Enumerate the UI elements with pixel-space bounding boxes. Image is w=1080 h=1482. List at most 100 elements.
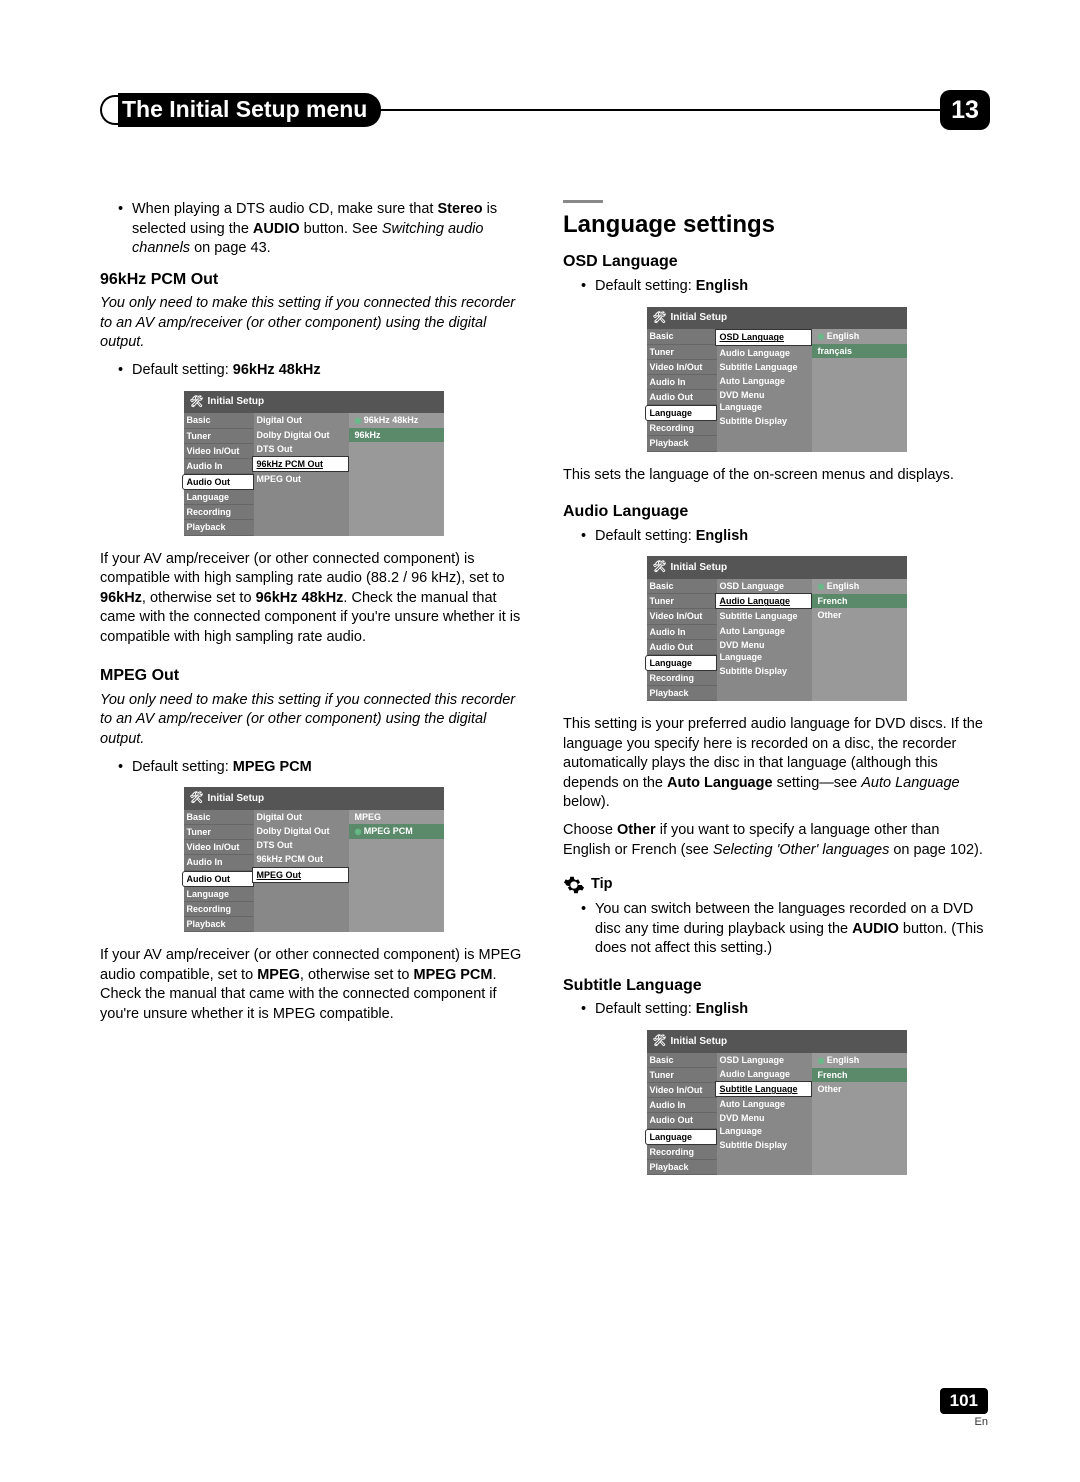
tip-header: Tip	[563, 874, 990, 896]
menu-items: Digital Out Dolby Digital Out DTS Out 96…	[254, 413, 349, 535]
menu-sidebar: Basic Tuner Video In/Out Audio In Audio …	[647, 1053, 717, 1175]
heading-language-settings: Language settings	[563, 209, 990, 241]
option: Other	[812, 1082, 907, 1096]
menu-sidebar: Basic Tuner Video In/Out Audio In Audio …	[647, 329, 717, 451]
sidebar-item: Basic	[647, 1053, 717, 1068]
text-italic: Auto Language	[861, 775, 959, 791]
menu-osd: 🛠Initial Setup Basic Tuner Video In/Out …	[647, 307, 907, 452]
sidebar-item: Basic	[184, 810, 254, 825]
menu-title: Initial Setup	[207, 792, 264, 806]
menu-item-selected: OSD Language	[715, 329, 812, 345]
menu-96khz: 🛠Initial Setup Basic Tuner Video In/Out …	[184, 391, 444, 536]
text: If your AV amp/receiver (or other connec…	[100, 551, 505, 587]
after-96khz: If your AV amp/receiver (or other connec…	[100, 550, 527, 648]
sidebar-item: Playback	[184, 917, 254, 932]
text: Default setting:	[595, 528, 696, 544]
menu-item: Subtitle Display	[717, 414, 812, 428]
sidebar-item: Basic	[184, 413, 254, 428]
text: , otherwise set to	[300, 967, 414, 983]
menu-items: OSD Language Audio Language Subtitle Lan…	[717, 329, 812, 451]
sidebar-item: Language	[184, 490, 254, 505]
page-language: En	[940, 1416, 988, 1428]
default-mpeg: Default setting: MPEG PCM	[100, 758, 527, 778]
text: When playing a DTS audio CD, make sure t…	[132, 201, 437, 217]
option: Other	[812, 608, 907, 622]
menu-item-selected: Audio Language	[715, 593, 812, 609]
sidebar-item: Video In/Out	[647, 1083, 717, 1098]
text: Default setting:	[132, 759, 233, 775]
sidebar-item: Audio In	[647, 1098, 717, 1113]
text-bold: 96kHz	[100, 590, 142, 606]
tip-label: Tip	[591, 875, 612, 895]
menu-item: DVD Menu Language	[717, 1111, 812, 1137]
sidebar-item: Video In/Out	[647, 360, 717, 375]
menu-item: Subtitle Display	[717, 664, 812, 678]
chapter-header: The Initial Setup menu 13	[100, 90, 990, 130]
menu-item: DVD Menu Language	[717, 388, 812, 414]
sidebar-item: Audio In	[647, 375, 717, 390]
menu-options: English French Other	[812, 579, 907, 701]
text-italic: Selecting 'Other' languages	[713, 842, 889, 858]
text-bold: English	[696, 528, 748, 544]
option-selected: 96kHz 48kHz	[349, 413, 444, 428]
menu-header: 🛠Initial Setup	[647, 556, 907, 579]
heading-subtitle-lang: Subtitle Language	[563, 975, 990, 997]
menu-header: 🛠Initial Setup	[184, 391, 444, 414]
option-selected: English	[812, 579, 907, 594]
text-bold: 96kHz 48kHz	[256, 590, 344, 606]
sidebar-item-selected: Audio Out	[182, 474, 254, 490]
note-96khz: You only need to make this setting if yo…	[100, 294, 527, 353]
menu-audio-lang: 🛠Initial Setup Basic Tuner Video In/Out …	[647, 556, 907, 701]
option-highlight: French	[812, 1068, 907, 1082]
text-bold: English	[696, 278, 748, 294]
menu-item-selected: MPEG Out	[252, 867, 349, 883]
menu-items: Digital Out Dolby Digital Out DTS Out 96…	[254, 810, 349, 932]
menu-options: 96kHz 48kHz 96kHz	[349, 413, 444, 535]
default-96khz: Default setting: 96kHz 48kHz	[100, 361, 527, 381]
menu-header: 🛠Initial Setup	[647, 307, 907, 330]
sidebar-item: Audio Out	[647, 390, 717, 405]
menu-item: Digital Out	[254, 810, 349, 824]
menu-item: Digital Out	[254, 413, 349, 427]
menu-options: English français	[812, 329, 907, 451]
menu-items: OSD Language Audio Language Subtitle Lan…	[717, 579, 812, 701]
sidebar-item: Playback	[647, 436, 717, 451]
sidebar-item: Audio In	[184, 855, 254, 870]
sidebar-item: Tuner	[647, 1068, 717, 1083]
gear-icon	[563, 874, 585, 896]
text: on page 102).	[889, 842, 983, 858]
sidebar-item: Video In/Out	[184, 840, 254, 855]
menu-item: Auto Language	[717, 374, 812, 388]
sidebar-item: Tuner	[647, 594, 717, 609]
heading-96khz: 96kHz PCM Out	[100, 269, 527, 291]
option-highlight: français	[812, 344, 907, 358]
menu-subtitle-lang: 🛠Initial Setup Basic Tuner Video In/Out …	[647, 1030, 907, 1175]
heading-osd: OSD Language	[563, 251, 990, 273]
sidebar-item: Basic	[647, 579, 717, 594]
text: Default setting:	[132, 362, 233, 378]
menu-item: Subtitle Language	[717, 609, 812, 623]
text-bold: Auto Language	[667, 775, 773, 791]
after-mpeg: If your AV amp/receiver (or other connec…	[100, 946, 527, 1024]
text: below).	[563, 794, 610, 810]
menu-item: 96kHz PCM Out	[254, 852, 349, 866]
sidebar-item: Recording	[184, 505, 254, 520]
option-selected: MPEG PCM	[349, 824, 444, 839]
menu-item-selected: Subtitle Language	[715, 1081, 812, 1097]
heading-audio-lang: Audio Language	[563, 501, 990, 523]
text: setting—see	[773, 775, 862, 791]
menu-item: DTS Out	[254, 838, 349, 852]
page-footer: 101 En	[940, 1388, 988, 1428]
option-selected: English	[812, 1053, 907, 1068]
sidebar-item-selected: Language	[645, 1129, 717, 1145]
heading-mpeg: MPEG Out	[100, 665, 527, 687]
menu-item-selected: 96kHz PCM Out	[252, 456, 349, 472]
default-osd: Default setting: English	[563, 277, 990, 297]
header-cap	[100, 95, 118, 125]
text: on page 43.	[190, 240, 271, 256]
note-mpeg: You only need to make this setting if yo…	[100, 691, 527, 750]
menu-item: Subtitle Display	[717, 1138, 812, 1152]
after-audio-2: Choose Other if you want to specify a la…	[563, 821, 990, 860]
text: button. See	[300, 221, 382, 237]
wrench-icon: 🛠	[653, 1034, 667, 1049]
